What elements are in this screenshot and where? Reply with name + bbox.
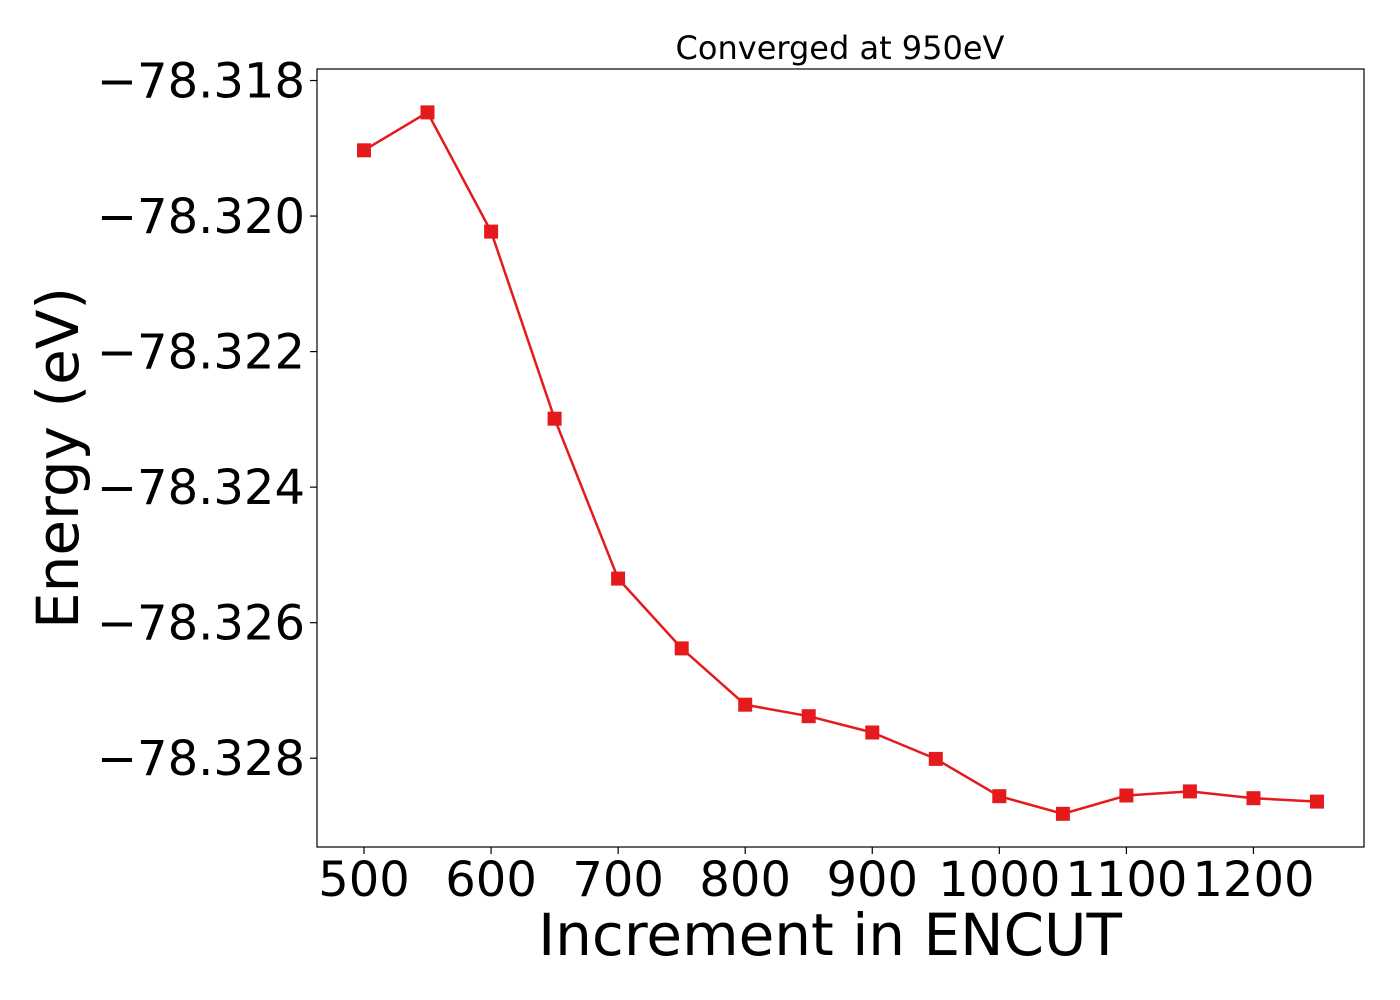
data-point-marker: [865, 725, 880, 740]
x-tick-label: 700: [572, 852, 664, 908]
x-tick-label: 800: [699, 852, 791, 908]
data-point-marker: [1182, 784, 1197, 799]
x-tick-label: 1000: [938, 852, 1060, 908]
series-layer: [357, 105, 1324, 821]
x-tick-label: 600: [445, 852, 537, 908]
x-axis-title: Increment in ENCUT: [538, 901, 1122, 969]
data-point-marker: [992, 789, 1007, 804]
x-tick-label: 500: [318, 852, 410, 908]
y-tick-label: −78.324: [97, 460, 305, 516]
x-axis-ticks: 500 600 700 800 900 1000 1100 1200: [318, 847, 1315, 908]
data-point-marker: [1055, 806, 1070, 821]
chart-title: Converged at 950eV: [676, 29, 1005, 67]
data-point-marker: [1246, 791, 1261, 806]
x-tick-label: 1200: [1192, 852, 1314, 908]
data-point-marker: [420, 105, 435, 120]
x-tick-label: 900: [826, 852, 918, 908]
data-point-marker: [357, 143, 371, 158]
y-tick-label: −78.326: [97, 596, 305, 652]
plot-area-frame: [316, 68, 1365, 848]
data-point-marker: [674, 641, 689, 656]
data-point-marker: [1310, 794, 1324, 809]
data-point-marker: [801, 709, 816, 724]
data-point-marker: [484, 224, 499, 239]
data-point-marker: [928, 751, 943, 766]
series-line: [363, 110, 1318, 816]
y-tick-label: −78.318: [97, 54, 305, 110]
data-point-marker: [611, 571, 626, 586]
y-tick-label: −78.320: [97, 189, 305, 245]
y-tick-label: −78.328: [97, 731, 305, 787]
data-point-marker: [738, 697, 753, 712]
y-tick-label: −78.322: [97, 325, 305, 381]
y-axis-title: Energy (eV): [24, 287, 92, 629]
data-point-marker: [547, 411, 562, 426]
y-axis-ticks: −78.318 −78.320 −78.322 −78.324 −78.326 −78.3…: [97, 54, 317, 787]
data-point-marker: [1119, 788, 1134, 803]
x-tick-label: 1100: [1065, 852, 1187, 908]
